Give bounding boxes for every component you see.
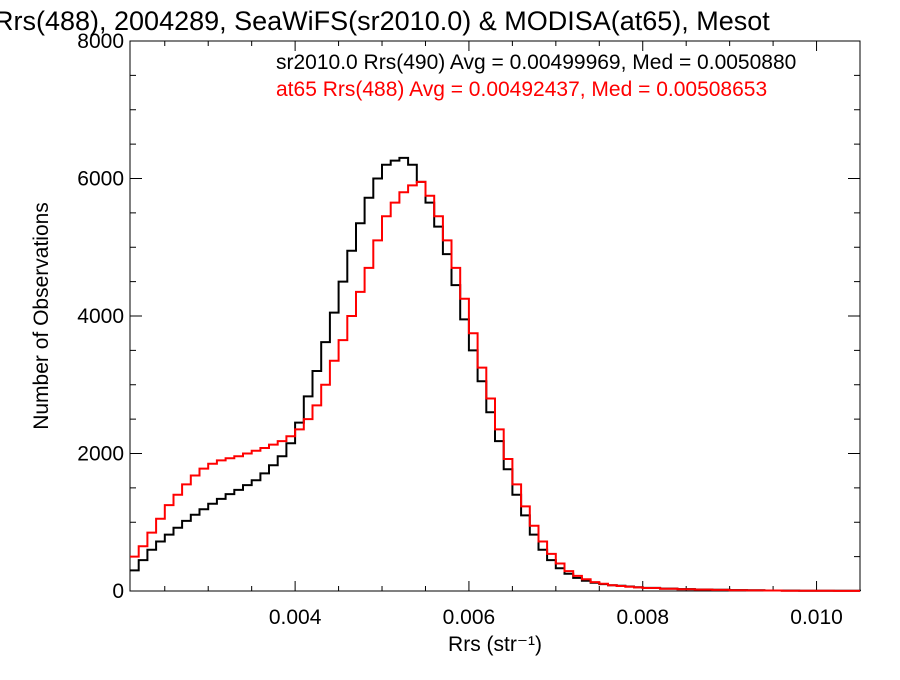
x-tick-label: 0.006 <box>443 606 496 629</box>
y-axis-label: Number of Observations <box>30 202 53 430</box>
plot-frame <box>129 40 861 592</box>
x-axis-ticks: 0.004 0.006 0.008 0.010 <box>164 41 843 629</box>
y-tick-label: 8000 <box>77 30 124 53</box>
x-axis-label: Rrs (str⁻¹) <box>448 633 542 656</box>
chart-title: Rrs(488), 2004289, SeaWiFS(sr2010.0) & M… <box>0 6 770 36</box>
series-line-at65 <box>130 180 860 592</box>
annotation-sr2010: sr2010.0 Rrs(490) Avg = 0.00499969, Med … <box>276 51 796 74</box>
x-tick-label: 0.010 <box>790 606 843 629</box>
y-tick-label: 0 <box>112 580 124 603</box>
y-tick-label: 2000 <box>77 443 124 466</box>
x-tick-label: 0.008 <box>616 606 669 629</box>
series-layer <box>130 156 861 592</box>
annotation-at65: at65 Rrs(488) Avg = 0.00492437, Med = 0.… <box>276 78 767 101</box>
y-tick-label: 6000 <box>77 168 124 191</box>
series-line-sr2010 <box>130 156 861 592</box>
y-axis-ticks: 0 2000 4000 6000 8000 <box>77 30 860 603</box>
x-tick-label: 0.004 <box>269 606 322 629</box>
y-tick-label: 4000 <box>77 305 124 328</box>
